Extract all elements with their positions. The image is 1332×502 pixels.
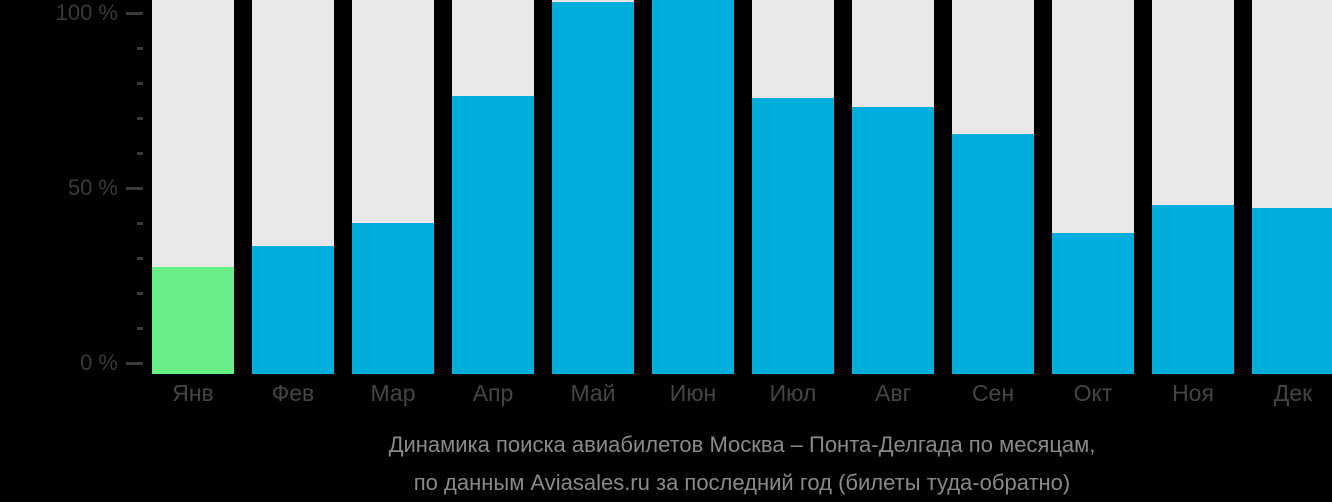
x-axis-label-Фев: Фев [271, 380, 315, 406]
y-axis-minor-tick-60 [137, 152, 143, 155]
y-axis-minor-tick-10 [137, 327, 143, 330]
bar-track-Сен [952, 0, 1034, 374]
bar-track-Мар [352, 0, 434, 374]
x-axis-label-Июн: Июн [669, 380, 717, 406]
bar-track-Май [552, 0, 634, 374]
y-axis-minor-tick-40 [137, 222, 143, 225]
x-axis-label-Сен: Сен [971, 380, 1015, 406]
y-axis-major-tick-100 [126, 12, 143, 15]
bar-track-Дек [1252, 0, 1332, 374]
y-axis-minor-tick-80 [137, 82, 143, 85]
x-axis-label-Мар: Мар [370, 380, 416, 406]
bar-track-Янв [152, 0, 234, 374]
bar-Сен [952, 134, 1034, 374]
bar-track-Июл [752, 0, 834, 374]
x-axis-label-Янв: Янв [172, 380, 214, 406]
bar-Фев [252, 246, 334, 374]
bar-Апр [452, 96, 534, 374]
bar-Авг [852, 107, 934, 374]
bar-track-Июн [652, 0, 734, 374]
x-axis-label-Авг: Авг [875, 380, 911, 406]
y-axis-major-tick-50 [126, 187, 143, 190]
bar-track-Апр [452, 0, 534, 374]
x-axis-label-Июл: Июл [769, 380, 817, 406]
chart-title-line1: Динамика поиска авиабилетов Москва – Пон… [388, 432, 1096, 457]
bar-track-Окт [1052, 0, 1134, 374]
bar-track-Авг [852, 0, 934, 374]
y-axis-label-0: 0 % [80, 350, 118, 375]
bar-Янв [152, 267, 234, 374]
bar-Июн [652, 0, 734, 374]
bar-Мар [352, 223, 434, 374]
chart-title-line2: по данным Aviasales.ru за последний год … [413, 470, 1071, 495]
y-axis-major-tick-0 [126, 362, 143, 365]
bar-Окт [1052, 233, 1134, 374]
x-axis-label-Окт: Окт [1073, 380, 1113, 406]
bar-track-Ноя [1152, 0, 1234, 374]
bar-Ноя [1152, 205, 1234, 374]
x-axis-label-Май: Май [570, 380, 616, 406]
x-axis-label-Дек: Дек [1273, 380, 1313, 406]
y-axis-label-50: 50 % [67, 175, 118, 200]
y-axis-minor-tick-30 [137, 257, 143, 260]
y-axis-label-100: 100 % [55, 0, 118, 25]
y-axis-minor-tick-20 [137, 292, 143, 295]
x-axis-label-Ноя: Ноя [1172, 380, 1214, 406]
bar-Май [552, 2, 634, 374]
chart-title: Динамика поиска авиабилетов Москва – Пон… [152, 426, 1332, 502]
bar-Дек [1252, 208, 1332, 374]
x-axis-label-Апр: Апр [472, 380, 514, 406]
bar-Июл [752, 98, 834, 374]
y-axis-minor-tick-90 [137, 47, 143, 50]
y-axis-minor-tick-70 [137, 117, 143, 120]
bar-track-Фев [252, 0, 334, 374]
